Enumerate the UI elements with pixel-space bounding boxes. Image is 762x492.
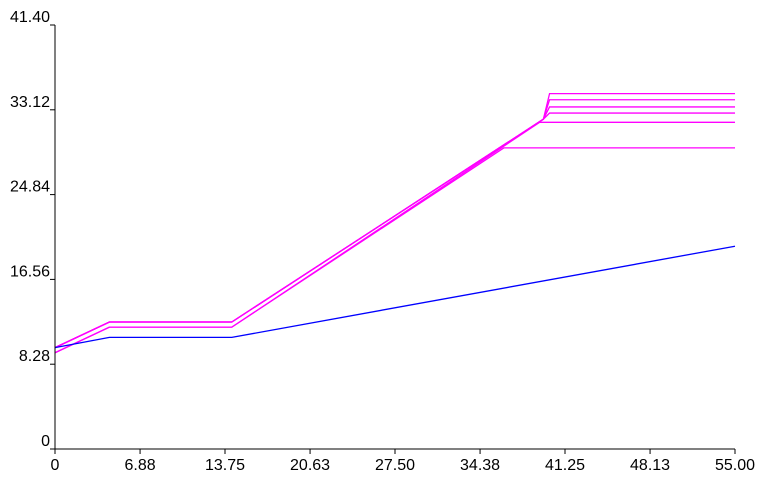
y-tick-label: 33.12 xyxy=(10,94,50,111)
x-tick-label: 13.75 xyxy=(205,457,245,474)
x-tick-label: 41.25 xyxy=(545,457,585,474)
series-line-4 xyxy=(54,112,735,349)
series-line-6 xyxy=(54,147,735,354)
series-line-7 xyxy=(54,245,736,349)
series-layer xyxy=(54,92,736,354)
x-tick-label: 55.00 xyxy=(715,457,755,474)
axes: 0 6.88 13.75 20.63 27.50 34.38 41.25 48.13 55.00… xyxy=(10,9,755,474)
x-tick-label: 20.63 xyxy=(290,457,330,474)
series-line-5 xyxy=(54,121,735,354)
x-tick-label: 34.38 xyxy=(460,457,500,474)
series-line-2 xyxy=(54,99,735,349)
x-tick-label: 27.50 xyxy=(375,457,415,474)
x-tick-label: 0 xyxy=(51,457,60,474)
y-tick-label: 8.28 xyxy=(19,348,50,365)
x-tick-label: 48.13 xyxy=(630,457,670,474)
y-tick-label: 24.84 xyxy=(10,179,50,196)
x-tick-label: 6.88 xyxy=(124,457,155,474)
series-line-1 xyxy=(54,92,735,349)
y-tick-label: 41.40 xyxy=(10,9,50,26)
series-line-3 xyxy=(54,106,735,349)
y-tick-label: 16.56 xyxy=(10,263,50,280)
y-tick-label: 0 xyxy=(41,433,50,450)
